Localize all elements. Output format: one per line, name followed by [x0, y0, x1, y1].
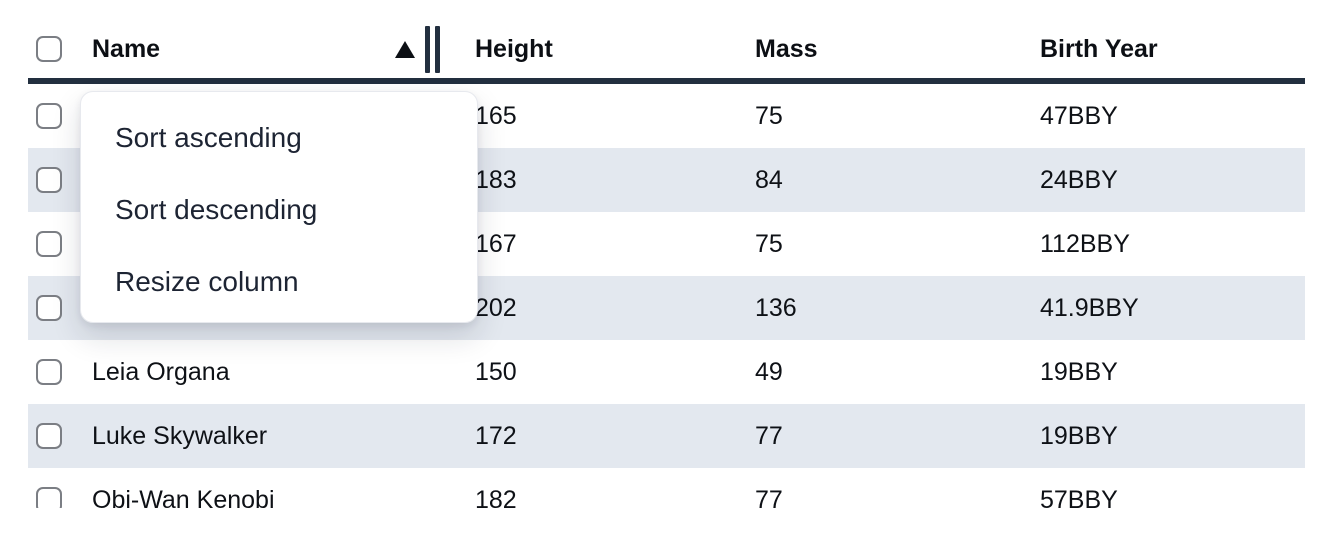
header-cell-mass[interactable]: Mass: [755, 34, 818, 63]
sort-ascending-indicator-icon: [395, 40, 415, 58]
row-select-cell: [28, 404, 80, 468]
row-checkbox[interactable]: [36, 231, 62, 257]
menu-item-sort-descending[interactable]: Sort descending: [115, 194, 318, 225]
column-label-name: Name: [92, 34, 161, 63]
row-checkbox[interactable]: [36, 103, 62, 129]
row-checkbox[interactable]: [36, 167, 62, 193]
menu-item-resize-column[interactable]: Resize column: [115, 266, 299, 297]
cell-birth-year: 112BBY: [1040, 229, 1130, 258]
cell-height: 183: [475, 165, 517, 194]
cell-birth-year: 57BBY: [1040, 485, 1118, 509]
cell-birth-year: 47BBY: [1040, 101, 1118, 130]
cell-mass: 77: [755, 485, 783, 509]
cell-height: 182: [475, 485, 517, 509]
cell-name: Obi-Wan Kenobi: [92, 485, 275, 509]
table-row: Luke Skywalker 172 77 19BBY: [28, 404, 1305, 468]
cell-height: 150: [475, 357, 517, 386]
row-select-cell: [28, 148, 80, 212]
table-row: Obi-Wan Kenobi 182 77 57BBY: [28, 468, 1305, 508]
row-select-cell: [28, 212, 80, 276]
row-select-cell: [28, 276, 80, 340]
table-row: Leia Organa 150 49 19BBY: [28, 340, 1305, 404]
cell-mass: 75: [755, 101, 783, 130]
header-cell-birth-year[interactable]: Birth Year: [1040, 34, 1158, 63]
cell-name: Luke Skywalker: [92, 421, 268, 450]
column-resize-handle[interactable]: [425, 25, 440, 73]
row-select-cell: [28, 84, 80, 148]
table-header-row: Name Height Mass Birth Year: [28, 20, 1305, 84]
select-all-checkbox[interactable]: [36, 36, 62, 62]
cell-mass: 75: [755, 229, 783, 258]
row-checkbox[interactable]: [36, 295, 62, 321]
cell-birth-year: 24BBY: [1040, 165, 1118, 194]
header-cell-name[interactable]: Name: [80, 20, 445, 78]
cell-birth-year: 19BBY: [1040, 421, 1118, 450]
cell-mass: 77: [755, 421, 783, 450]
header-cell-height[interactable]: Height: [475, 34, 553, 63]
row-checkbox[interactable]: [36, 423, 62, 449]
header-cell-select: [28, 20, 80, 78]
row-select-cell: [28, 340, 80, 404]
row-select-cell: [28, 468, 80, 508]
menu-item-sort-ascending[interactable]: Sort ascending: [115, 122, 302, 153]
cell-name: Leia Organa: [92, 357, 230, 386]
cell-height: 172: [475, 421, 517, 450]
cell-mass: 136: [755, 293, 797, 322]
row-checkbox[interactable]: [36, 359, 62, 385]
cell-height: 202: [475, 293, 517, 322]
cell-birth-year: 41.9BBY: [1040, 293, 1139, 322]
cell-height: 167: [475, 229, 517, 258]
column-context-menu: Sort ascending Sort descending Resize colu…: [80, 91, 478, 323]
cell-height: 165: [475, 101, 517, 130]
cell-mass: 49: [755, 357, 783, 386]
row-checkbox[interactable]: [36, 487, 62, 508]
cell-mass: 84: [755, 165, 783, 194]
cell-birth-year: 19BBY: [1040, 357, 1118, 386]
